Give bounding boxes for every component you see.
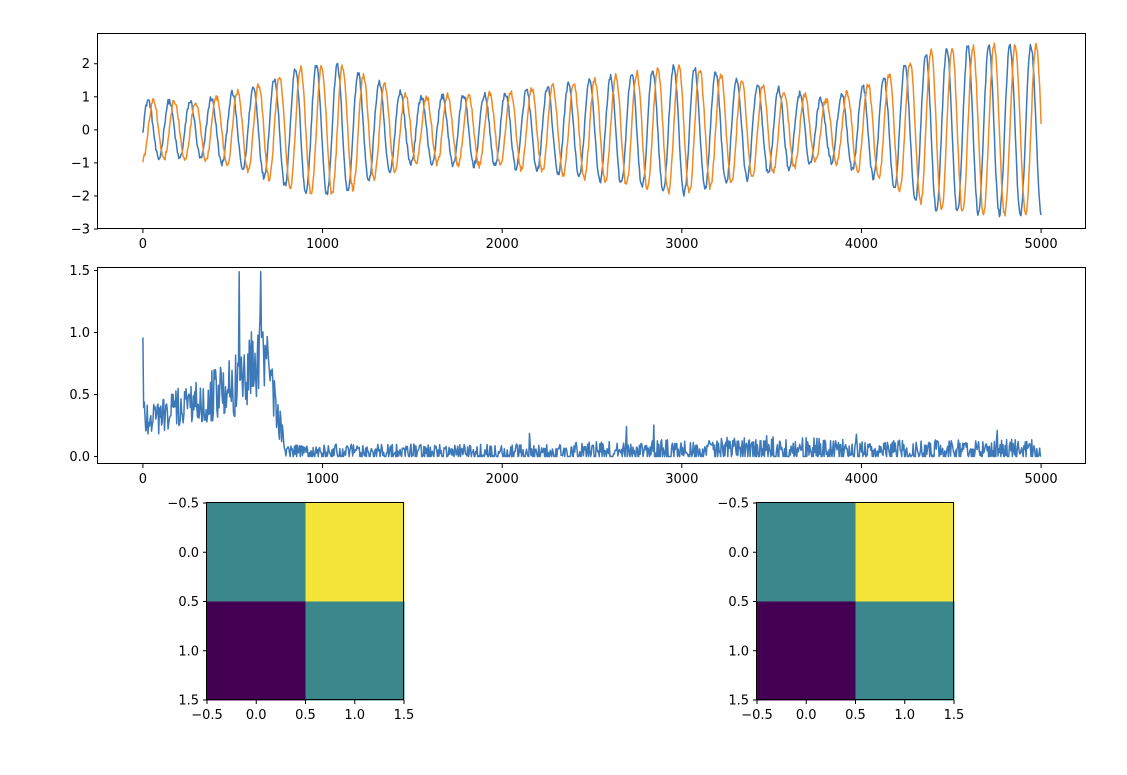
- left-heatmap-x-tick-label: 1.5: [394, 708, 415, 723]
- middle-x-tick-label: 1000: [306, 472, 339, 487]
- top-axes-frame: [97, 33, 1086, 229]
- top-y-tick-label: 2: [82, 57, 90, 72]
- left-heatmap-ticks: −0.5 0.0 0.5 1.0 1.5−0.50.00.51.01.5: [167, 497, 414, 724]
- right-heatmap: −0.5 0.0 0.5 1.0 1.5−0.50.00.51.01.5: [717, 497, 964, 724]
- left-heatmap-cell-r0-c1: [305, 503, 405, 602]
- top-x-tick-label: 2000: [486, 237, 519, 252]
- top-x-tick-label: 3000: [665, 237, 698, 252]
- middle-y-tick-label: 1.0: [69, 326, 90, 341]
- right-heatmap-y-tick-label: −0.5: [717, 497, 749, 512]
- middle-line-chart: 0 1000 2000 3000 4000 5000 0.0 0.5 1.0 1.5: [69, 264, 1086, 487]
- left-heatmap-x-tick-label: 0.5: [295, 708, 316, 723]
- right-heatmap-x-tick-label: 0.5: [845, 708, 866, 723]
- top-series-2-line: [142, 42, 1042, 217]
- right-heatmap-ticks: −0.5 0.0 0.5 1.0 1.5−0.50.00.51.01.5: [717, 497, 964, 724]
- top-x-tick-label: 4000: [845, 237, 878, 252]
- left-heatmap-frame: [206, 502, 404, 700]
- top-x-tick-label: 1000: [306, 237, 339, 252]
- top-series-layer: [142, 42, 1042, 218]
- middle-x-tick-label: 3000: [665, 472, 698, 487]
- right-heatmap-x-tick-label: 1.0: [894, 708, 915, 723]
- right-heatmap-frame: [756, 502, 954, 700]
- left-heatmap-x-tick-label: 1.0: [344, 708, 365, 723]
- left-heatmap-cell-r1-c0: [207, 601, 306, 701]
- top-line-chart: 0 1000 2000 3000 4000 5000 −3 −2 −1 0 1 2: [71, 33, 1086, 252]
- top-y-tick-label: 1: [82, 90, 90, 105]
- left-heatmap-x-tick-label: 0.0: [246, 708, 267, 723]
- left-heatmap-cells: [207, 503, 405, 701]
- top-x-tick-label: 5000: [1025, 237, 1058, 252]
- right-heatmap-y-tick-label: 0.0: [728, 546, 749, 561]
- top-axis-ticks: 0 1000 2000 3000 4000 5000 −3 −2 −1 0 1 2: [71, 57, 1058, 252]
- left-heatmap-cell-r0-c0: [207, 503, 306, 602]
- middle-axes-frame: [97, 267, 1086, 464]
- middle-y-tick-label: 0.0: [69, 450, 90, 465]
- left-heatmap-y-tick-label: −0.5: [167, 497, 199, 512]
- middle-series-1-line: [142, 270, 1042, 458]
- middle-series-layer: [142, 270, 1042, 458]
- right-heatmap-y-tick-label: 1.5: [728, 694, 749, 709]
- right-heatmap-x-tick-label: 1.5: [944, 708, 965, 723]
- left-heatmap-y-tick-label: 0.0: [178, 546, 199, 561]
- left-heatmap-y-tick-label: 1.5: [178, 694, 199, 709]
- left-heatmap-cell-r1-c1: [305, 601, 405, 701]
- right-heatmap-cell-r0-c0: [757, 503, 856, 602]
- right-heatmap-y-tick-label: 0.5: [728, 595, 749, 610]
- right-heatmap-cell-r1-c0: [757, 601, 856, 701]
- right-heatmap-x-tick-label: −0.5: [741, 708, 773, 723]
- top-y-tick-label: 0: [82, 123, 90, 138]
- left-heatmap-x-tick-label: −0.5: [191, 708, 223, 723]
- right-heatmap-cells: [757, 503, 955, 701]
- right-heatmap-cell-r1-c1: [855, 601, 955, 701]
- middle-y-tick-label: 0.5: [69, 388, 90, 403]
- right-heatmap-x-tick-label: 0.0: [796, 708, 817, 723]
- top-y-tick-label: −2: [71, 189, 90, 204]
- top-y-tick-label: −1: [71, 156, 90, 171]
- middle-x-tick-label: 2000: [486, 472, 519, 487]
- middle-x-tick-label: 4000: [845, 472, 878, 487]
- middle-axis-ticks: 0 1000 2000 3000 4000 5000 0.0 0.5 1.0 1.5: [69, 264, 1057, 487]
- right-heatmap-cell-r0-c1: [855, 503, 955, 602]
- left-heatmap-y-tick-label: 0.5: [178, 595, 199, 610]
- middle-y-tick-label: 1.5: [69, 264, 90, 279]
- middle-x-tick-label: 0: [139, 472, 147, 487]
- left-heatmap-y-tick-label: 1.0: [178, 644, 199, 659]
- right-heatmap-y-tick-label: 1.0: [728, 644, 749, 659]
- middle-x-tick-label: 5000: [1025, 472, 1058, 487]
- top-x-tick-label: 0: [139, 237, 147, 252]
- top-y-tick-label: −3: [71, 223, 90, 238]
- left-heatmap: −0.5 0.0 0.5 1.0 1.5−0.50.00.51.01.5: [167, 497, 414, 724]
